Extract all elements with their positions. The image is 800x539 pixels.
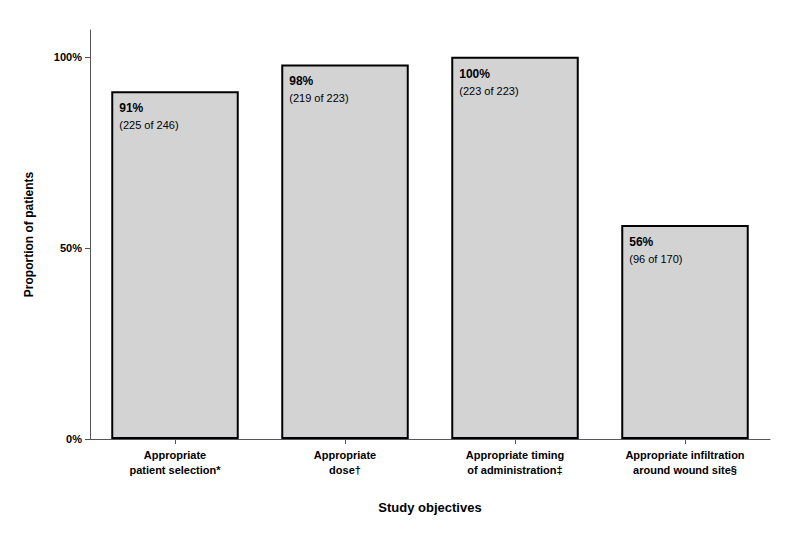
svg-text:56%: 56% [629, 235, 653, 249]
svg-text:Appropriate: Appropriate [314, 449, 376, 461]
svg-text:(96 of 170): (96 of 170) [629, 253, 682, 265]
svg-text:patient selection*: patient selection* [129, 464, 221, 476]
svg-text:(219 of 223): (219 of 223) [289, 92, 348, 104]
svg-text:Study objectives: Study objectives [378, 500, 481, 515]
svg-text:100%: 100% [459, 67, 490, 81]
svg-text:of administration‡: of administration‡ [467, 464, 562, 476]
svg-text:100%: 100% [54, 51, 82, 63]
svg-text:91%: 91% [119, 101, 143, 115]
svg-text:around wound site§: around wound site§ [633, 464, 737, 476]
svg-text:50%: 50% [60, 242, 82, 254]
svg-text:0%: 0% [66, 433, 82, 445]
svg-text:Proportion of patients: Proportion of patients [22, 172, 36, 298]
svg-text:Appropriate: Appropriate [144, 449, 206, 461]
svg-text:(225 of 246): (225 of 246) [119, 119, 178, 131]
svg-text:Appropriate timing: Appropriate timing [466, 449, 564, 461]
svg-text:98%: 98% [289, 74, 313, 88]
svg-text:Appropriate infiltration: Appropriate infiltration [625, 449, 744, 461]
svg-text:dose†: dose† [329, 464, 361, 476]
svg-text:(223 of 223): (223 of 223) [459, 85, 518, 97]
